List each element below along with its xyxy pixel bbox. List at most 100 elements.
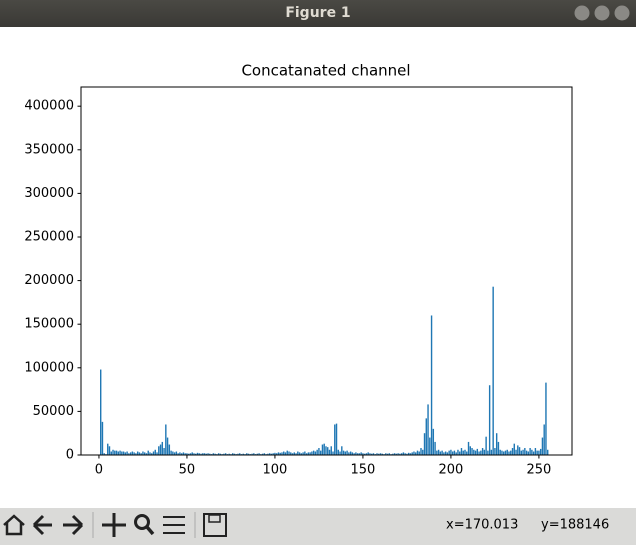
bar xyxy=(149,452,151,455)
bar xyxy=(163,448,165,455)
bar xyxy=(145,453,148,455)
bar xyxy=(319,450,322,455)
y-tick-label: 100000 xyxy=(24,360,74,375)
bar xyxy=(346,450,348,455)
bar xyxy=(402,452,405,455)
bar xyxy=(202,453,204,455)
bar xyxy=(517,445,519,455)
maximize-button[interactable] xyxy=(594,5,610,21)
bar xyxy=(539,448,542,455)
status-x: x=170.013 xyxy=(446,518,518,533)
bar xyxy=(358,453,361,455)
bar xyxy=(451,451,454,455)
y-tick-label: 50000 xyxy=(33,404,74,419)
bar xyxy=(152,451,155,455)
bar xyxy=(101,421,104,455)
bar xyxy=(499,449,501,455)
bar xyxy=(129,452,132,455)
bar xyxy=(186,453,188,455)
bar xyxy=(409,453,412,455)
bar xyxy=(274,452,276,455)
bar xyxy=(314,451,317,455)
bar xyxy=(311,451,313,455)
bar xyxy=(513,443,515,455)
bar xyxy=(400,453,403,455)
bar xyxy=(415,452,417,455)
bar xyxy=(422,449,424,455)
bar xyxy=(501,450,503,455)
bar xyxy=(427,404,429,455)
x-tick-label: 200 xyxy=(439,463,464,478)
bar xyxy=(307,452,310,455)
bar xyxy=(168,444,171,455)
save-button[interactable] xyxy=(203,513,227,537)
toolbar-icons xyxy=(3,512,227,538)
bar xyxy=(492,286,494,455)
back-button[interactable] xyxy=(32,514,52,536)
bar xyxy=(450,449,452,455)
bar xyxy=(365,453,368,455)
bar xyxy=(481,448,484,455)
x-tick-label: 50 xyxy=(179,463,196,478)
bar xyxy=(457,449,459,455)
bar xyxy=(381,453,383,455)
bar xyxy=(309,452,311,455)
y-tick-label: 350000 xyxy=(24,142,74,157)
bar xyxy=(351,452,354,455)
zoom-button[interactable] xyxy=(134,514,150,530)
x-tick-label: 150 xyxy=(351,463,376,478)
bar xyxy=(228,453,230,455)
minimize-button[interactable] xyxy=(574,5,590,21)
bar xyxy=(393,453,396,455)
bar xyxy=(114,450,116,455)
bar xyxy=(154,449,156,455)
bar xyxy=(180,453,183,455)
bar xyxy=(330,446,332,455)
bar xyxy=(407,452,410,455)
bar xyxy=(281,452,283,455)
bar xyxy=(511,448,514,455)
bar xyxy=(196,452,199,455)
bar xyxy=(261,453,264,455)
y-tick-label: 250000 xyxy=(24,229,74,244)
close-button[interactable] xyxy=(614,5,630,21)
bar xyxy=(459,451,461,455)
bar xyxy=(416,450,419,455)
bar xyxy=(189,453,192,455)
bar xyxy=(430,315,433,455)
bar xyxy=(161,441,164,455)
bar xyxy=(288,451,290,455)
forward-button[interactable] xyxy=(63,514,84,536)
bar xyxy=(119,450,121,455)
bar xyxy=(263,453,266,455)
bar xyxy=(443,452,445,455)
configure-button[interactable] xyxy=(163,516,185,534)
bar xyxy=(284,452,287,455)
y-tick-label: 300000 xyxy=(24,186,74,201)
bar xyxy=(483,449,486,455)
bar xyxy=(277,452,280,455)
bar xyxy=(207,453,209,455)
bar xyxy=(529,448,531,455)
bar xyxy=(437,449,440,455)
bar xyxy=(490,449,493,455)
home-button[interactable] xyxy=(3,514,25,536)
bar xyxy=(187,453,190,455)
pan-button[interactable] xyxy=(102,513,126,537)
bar xyxy=(399,453,401,455)
bar xyxy=(469,446,471,455)
bar xyxy=(545,382,547,455)
bar xyxy=(214,453,216,455)
bar xyxy=(283,451,285,455)
bar xyxy=(304,451,306,455)
bar xyxy=(115,450,118,455)
bar xyxy=(379,453,382,455)
bar xyxy=(270,453,273,455)
bar xyxy=(349,451,352,455)
bar xyxy=(520,450,523,455)
bar xyxy=(355,452,357,455)
bar xyxy=(279,452,281,455)
title-bar xyxy=(0,0,636,27)
bar xyxy=(337,449,339,455)
bar xyxy=(165,424,167,455)
